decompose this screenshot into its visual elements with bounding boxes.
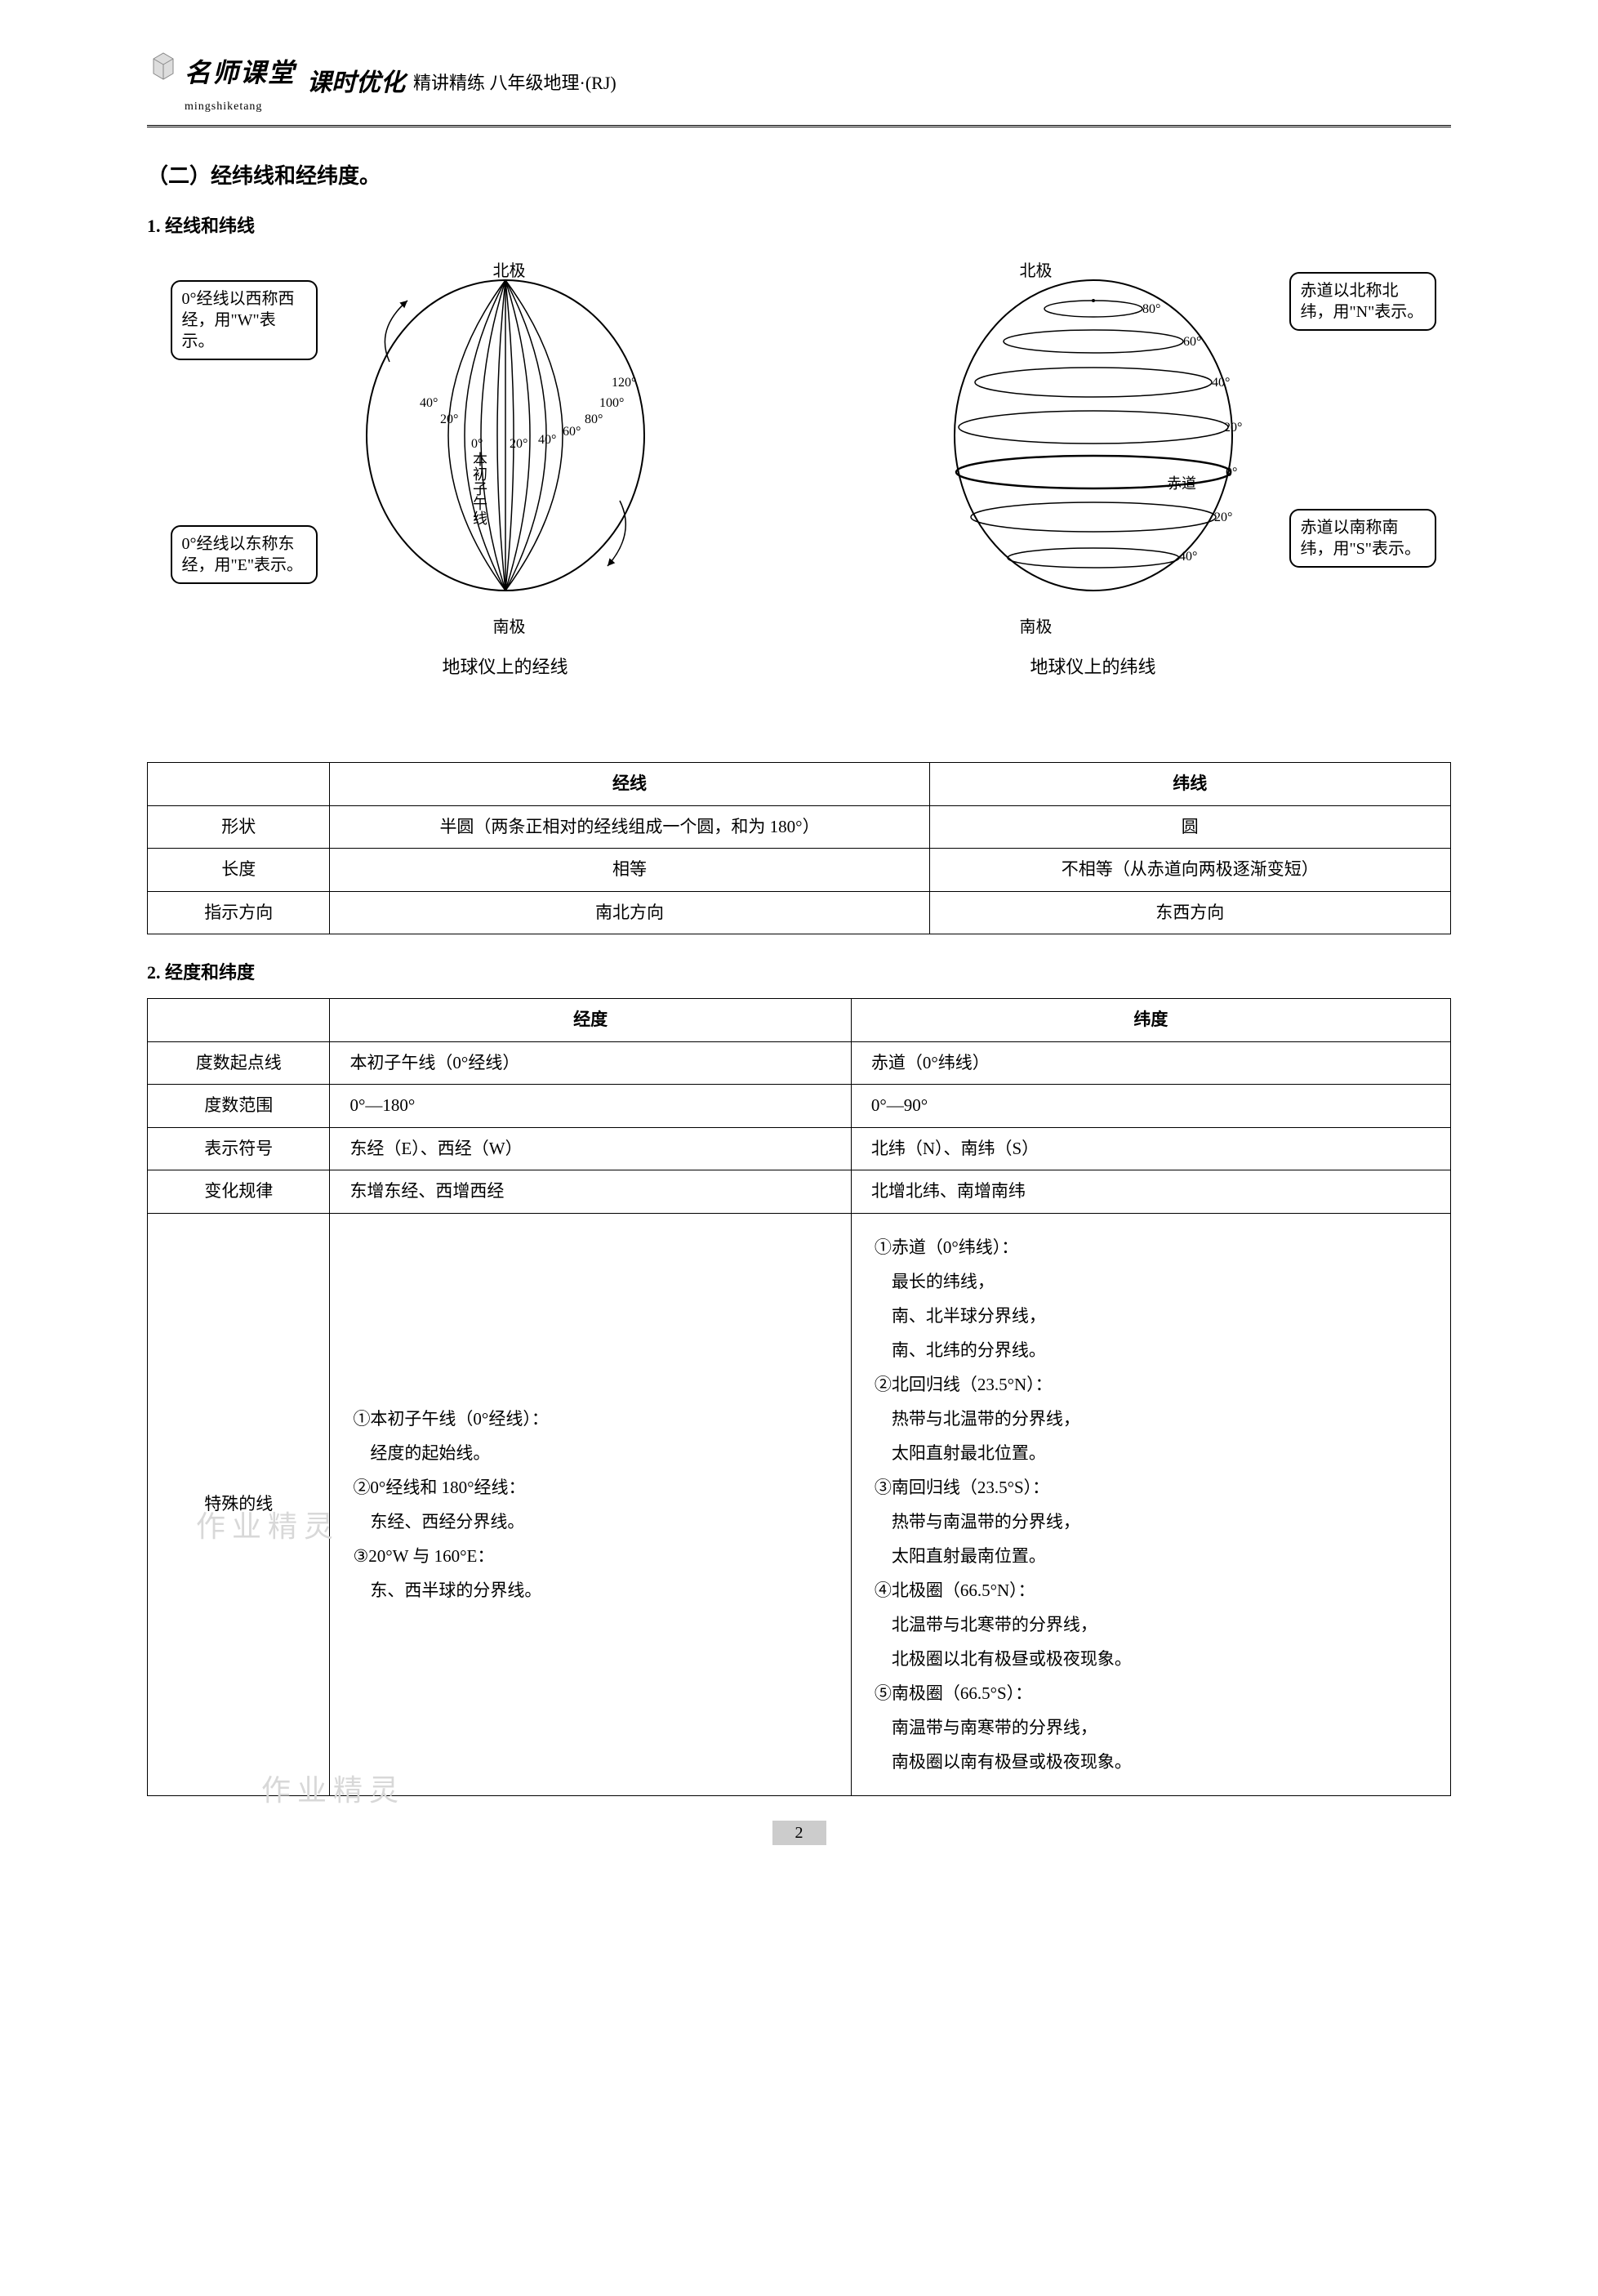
page-number: 2	[147, 1821, 1451, 1845]
diagrams-row: 北极 40° 20° 0° 20° 40° 60° 80° 100° 120° …	[147, 264, 1451, 672]
table-cell: 不相等（从赤道向两极逐渐变短）	[929, 849, 1450, 892]
south-pole-label-2: 南极	[1020, 615, 1053, 640]
table-header: 经度	[330, 999, 851, 1042]
parallel-globe: 80° 60° 40° 20° 0° 20° 40° 赤道	[938, 264, 1249, 607]
page-number-value: 2	[772, 1821, 826, 1845]
table-cell: 形状	[148, 805, 330, 849]
table-cell: 东增东经、西增西经	[330, 1170, 851, 1214]
table-header: 纬度	[851, 999, 1450, 1042]
parallel-globe-block: 北极 80° 60° 40° 20° 0° 20° 40° 赤道 南极 赤道以北…	[848, 264, 1338, 672]
table-cell: 赤道（0°纬线）	[851, 1041, 1450, 1085]
brand-block: 名师课堂 mingshiketang	[147, 49, 296, 117]
meridian-globe: 40° 20° 0° 20° 40° 60° 80° 100° 120° 本初子…	[350, 264, 661, 607]
table-row: 特殊的线 ①本初子午线（0°经线）： 经度的起始线。 ②0°经线和 180°经线…	[148, 1213, 1451, 1795]
svg-text:40°: 40°	[538, 433, 556, 447]
header-section: 课时优化	[307, 65, 405, 101]
svg-text:赤道: 赤道	[1167, 475, 1196, 492]
table-row: 经度 纬度	[148, 999, 1451, 1042]
table-row: 经线 纬线	[148, 763, 1451, 806]
table-row: 形状 半圆（两条正相对的经线组成一个圆，和为 180°） 圆	[148, 805, 1451, 849]
table-header: 纬线	[929, 763, 1450, 806]
cube-icon	[147, 49, 180, 82]
special-longitude-cell: ①本初子午线（0°经线）： 经度的起始线。 ②0°经线和 180°经线： 东经、…	[330, 1213, 851, 1795]
table-cell: 度数范围	[148, 1085, 330, 1128]
brand-title: 名师课堂	[185, 58, 296, 87]
table-row: 指示方向 南北方向 东西方向	[148, 891, 1451, 934]
meridian-globe-block: 北极 40° 20° 0° 20° 40° 60° 80° 100° 120° …	[260, 264, 750, 672]
table-cell: 东西方向	[929, 891, 1450, 934]
svg-text:80°: 80°	[585, 412, 603, 426]
table-cell: 指示方向	[148, 891, 330, 934]
table-row: 变化规律 东增东经、西增西经 北增北纬、南增南纬	[148, 1170, 1451, 1214]
header-desc: 精讲精练 八年级地理·(RJ)	[413, 69, 616, 96]
svg-text:20°: 20°	[440, 412, 458, 426]
table-header	[148, 763, 330, 806]
table-cell: 东经（E）、西经（W）	[330, 1127, 851, 1170]
table-row: 度数范围 0°—180° 0°—90°	[148, 1085, 1451, 1128]
svg-text:60°: 60°	[1183, 335, 1201, 349]
heading-1: 1. 经线和纬线	[147, 212, 1451, 239]
svg-text:本初子午线: 本初子午线	[471, 452, 487, 525]
table-cell: 0°—180°	[330, 1085, 851, 1128]
table-cell: 0°—90°	[851, 1085, 1450, 1128]
svg-text:80°: 80°	[1142, 302, 1160, 316]
table-cell: 本初子午线（0°经线）	[330, 1041, 851, 1085]
table-row: 度数起点线 本初子午线（0°经线） 赤道（0°纬线）	[148, 1041, 1451, 1085]
page-header: 名师课堂 mingshiketang 课时优化 精讲精练 八年级地理·(RJ)	[147, 49, 1451, 127]
svg-text:20°: 20°	[1214, 510, 1232, 524]
table-row: 长度 相等 不相等（从赤道向两极逐渐变短）	[148, 849, 1451, 892]
callout-east: 0°经线以东称东经，用"E"表示。	[171, 525, 318, 584]
table-cell: 特殊的线	[148, 1213, 330, 1795]
svg-text:40°: 40°	[420, 396, 438, 410]
svg-text:100°: 100°	[599, 396, 624, 410]
table-cell: 南北方向	[330, 891, 929, 934]
callout-west: 0°经线以西称西经，用"W"表示。	[171, 280, 318, 360]
brand-pinyin: mingshiketang	[185, 100, 262, 113]
meridian-caption: 地球仪上的经线	[260, 653, 750, 680]
north-pole-label: 北极	[493, 259, 526, 283]
svg-text:120°: 120°	[612, 376, 636, 390]
south-pole-label: 南极	[493, 615, 526, 640]
table-header: 经线	[330, 763, 929, 806]
table-cell: 北增北纬、南增南纬	[851, 1170, 1450, 1214]
svg-text:40°: 40°	[1212, 376, 1230, 390]
table-meridian-parallel: 经线 纬线 形状 半圆（两条正相对的经线组成一个圆，和为 180°） 圆 长度 …	[147, 762, 1451, 934]
table-cell: 度数起点线	[148, 1041, 330, 1085]
svg-text:20°: 20°	[510, 437, 527, 451]
table-row: 表示符号 东经（E）、西经（W） 北纬（N）、南纬（S）	[148, 1127, 1451, 1170]
svg-text:20°: 20°	[1224, 421, 1242, 435]
table-cell: 表示符号	[148, 1127, 330, 1170]
svg-text:0°: 0°	[471, 437, 483, 451]
heading-2: 2. 经度和纬度	[147, 959, 1451, 986]
table-cell: 长度	[148, 849, 330, 892]
svg-text:0°: 0°	[1226, 466, 1237, 479]
callout-south: 赤道以南称南纬，用"S"表示。	[1289, 509, 1436, 568]
table-cell: 变化规律	[148, 1170, 330, 1214]
svg-text:40°: 40°	[1179, 550, 1197, 564]
svg-text:60°: 60°	[563, 425, 581, 439]
table-header	[148, 999, 330, 1042]
table-longitude-latitude: 经度 纬度 度数起点线 本初子午线（0°经线） 赤道（0°纬线） 度数范围 0°…	[147, 998, 1451, 1796]
section-title: （二）经纬线和经纬度。	[147, 160, 1451, 192]
table-cell: 圆	[929, 805, 1450, 849]
table-cell: 北纬（N）、南纬（S）	[851, 1127, 1450, 1170]
parallel-caption: 地球仪上的纬线	[848, 653, 1338, 680]
callout-north: 赤道以北称北纬，用"N"表示。	[1289, 272, 1436, 331]
table-cell: 相等	[330, 849, 929, 892]
north-pole-label-2: 北极	[1020, 259, 1053, 283]
table-cell: 半圆（两条正相对的经线组成一个圆，和为 180°）	[330, 805, 929, 849]
special-latitude-cell: ①赤道（0°纬线）： 最长的纬线， 南、北半球分界线， 南、北纬的分界线。 ②北…	[851, 1213, 1450, 1795]
